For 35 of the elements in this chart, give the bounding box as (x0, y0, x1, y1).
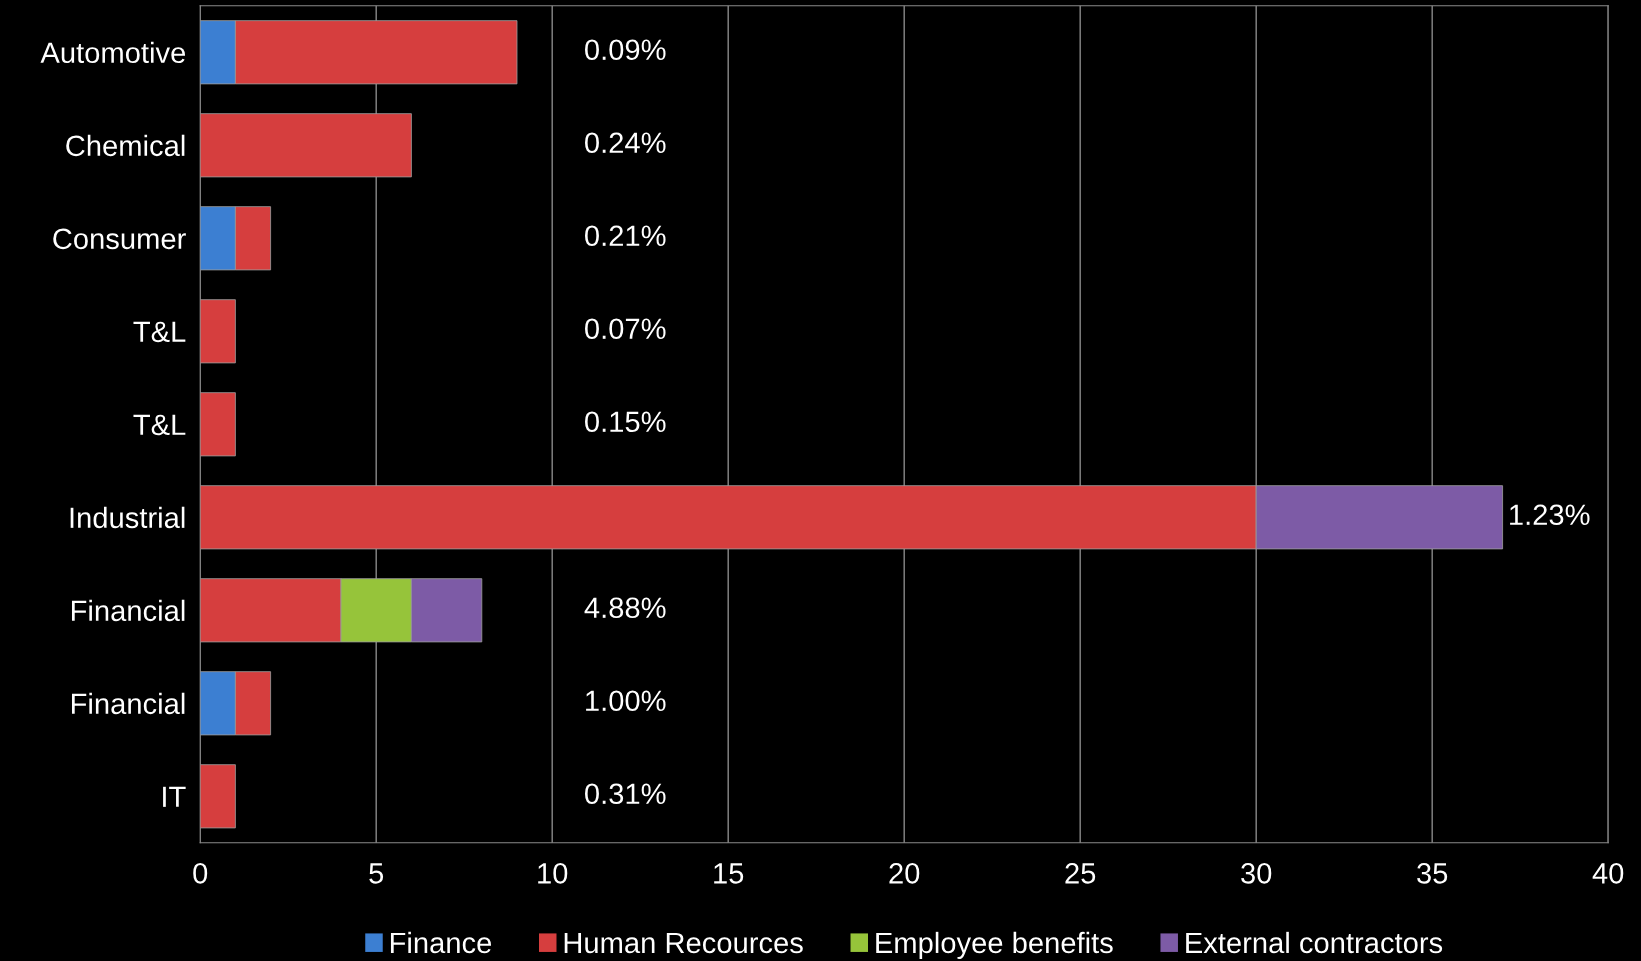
legend-label: Human Recources (564, 932, 803, 954)
legend-label: Finance (390, 931, 492, 954)
y-tick-label: Automotive (40, 41, 186, 64)
y-tick-label: Financial (71, 692, 185, 715)
text: 1.00% (586, 690, 666, 712)
x-tick-label: 25 (1065, 863, 1096, 884)
y-tick-label: Chemical (66, 134, 185, 157)
x-tick-label: 5 (369, 863, 384, 884)
x-tick-label: 30 (1241, 863, 1272, 884)
x-tick-label: 0 (193, 863, 208, 884)
y-tick-label: T&L (133, 414, 186, 436)
text: 0.21% (585, 225, 666, 247)
x-tick-label: 40 (1592, 863, 1624, 884)
y-tick-label: Industrial (70, 506, 185, 529)
text: 0.15% (585, 411, 666, 433)
text: 0.09% (585, 39, 666, 61)
y-tick-label: T&L (133, 321, 186, 343)
legend-label: External contractors (1186, 931, 1443, 954)
x-tick-label: 35 (1417, 863, 1448, 884)
text: 1.23% (1510, 504, 1590, 526)
text: 0.31% (585, 783, 666, 805)
bar (200, 764, 236, 829)
y-tick-label: Consumer (53, 228, 186, 250)
bar (200, 392, 236, 457)
y-tick-label: Financial (71, 599, 185, 622)
legend-label: Employee benefits (876, 931, 1113, 960)
y-tick-label: IT (163, 786, 186, 807)
text: 0.24% (585, 132, 666, 154)
bar (200, 299, 236, 364)
x-tick-label: 10 (538, 863, 568, 884)
text: 4.88% (584, 597, 666, 619)
bar (200, 113, 412, 178)
x-tick-label: 15 (714, 863, 744, 884)
text: 0.07% (585, 318, 666, 340)
x-tick-label: 20 (889, 863, 920, 884)
